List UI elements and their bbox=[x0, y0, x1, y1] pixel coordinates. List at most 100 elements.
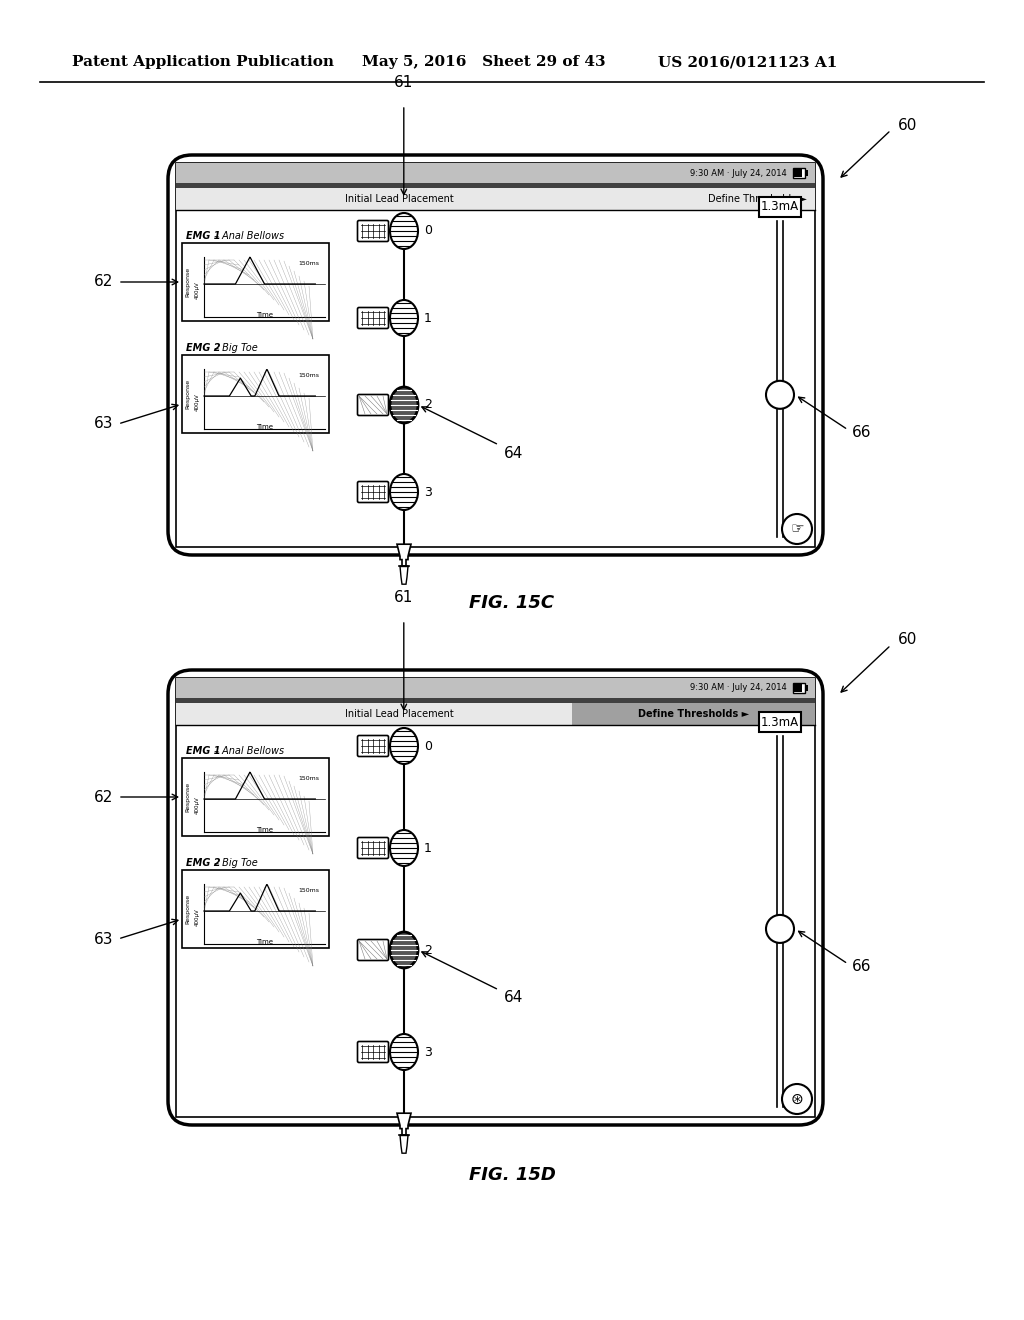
Polygon shape bbox=[397, 544, 411, 566]
Bar bbox=[176, 187, 815, 210]
Bar bbox=[793, 682, 805, 693]
Text: 66: 66 bbox=[852, 425, 871, 441]
Text: Time: Time bbox=[256, 312, 273, 318]
Ellipse shape bbox=[390, 213, 418, 249]
FancyBboxPatch shape bbox=[357, 837, 388, 858]
Text: 1.3mA: 1.3mA bbox=[761, 201, 799, 214]
Text: ⊛: ⊛ bbox=[791, 1092, 804, 1106]
Text: 61: 61 bbox=[394, 75, 414, 90]
Circle shape bbox=[766, 380, 794, 409]
Text: 1.3mA: 1.3mA bbox=[761, 715, 799, 729]
Text: 150ms: 150ms bbox=[298, 374, 318, 378]
Bar bbox=[182, 870, 329, 948]
Text: 63: 63 bbox=[93, 417, 113, 432]
Text: 400μV: 400μV bbox=[195, 796, 200, 814]
Bar bbox=[176, 678, 815, 698]
Ellipse shape bbox=[390, 1034, 418, 1071]
Bar bbox=[805, 170, 808, 176]
Text: 60: 60 bbox=[898, 632, 918, 648]
Text: – Anal Bellows: – Anal Bellows bbox=[211, 231, 284, 242]
Text: ☞: ☞ bbox=[791, 521, 804, 536]
Text: Initial Lead Placement: Initial Lead Placement bbox=[345, 194, 454, 205]
Bar bbox=[176, 678, 815, 1117]
Bar bbox=[759, 197, 801, 216]
Ellipse shape bbox=[390, 932, 418, 968]
Polygon shape bbox=[397, 1113, 411, 1135]
Polygon shape bbox=[400, 1135, 408, 1154]
FancyBboxPatch shape bbox=[357, 220, 388, 242]
Text: Define Thresholds ►: Define Thresholds ► bbox=[709, 194, 807, 205]
Text: 150ms: 150ms bbox=[298, 888, 318, 894]
Text: 150ms: 150ms bbox=[298, 261, 318, 267]
Text: 1: 1 bbox=[424, 842, 432, 854]
Text: 60: 60 bbox=[898, 117, 918, 132]
Bar bbox=[572, 704, 815, 725]
Circle shape bbox=[782, 1084, 812, 1114]
FancyBboxPatch shape bbox=[357, 940, 388, 961]
Text: 400μV: 400μV bbox=[195, 908, 200, 925]
Text: Time: Time bbox=[256, 939, 273, 945]
Text: 64: 64 bbox=[504, 990, 523, 1006]
Text: 400μV: 400μV bbox=[195, 281, 200, 298]
FancyBboxPatch shape bbox=[357, 308, 388, 329]
Text: Response: Response bbox=[185, 267, 190, 297]
Text: Response: Response bbox=[185, 379, 190, 409]
Bar bbox=[176, 162, 815, 183]
Text: 64: 64 bbox=[504, 446, 523, 461]
FancyBboxPatch shape bbox=[357, 1041, 388, 1063]
Ellipse shape bbox=[390, 729, 418, 764]
FancyBboxPatch shape bbox=[168, 154, 823, 554]
Text: Time: Time bbox=[256, 424, 273, 430]
Text: 0: 0 bbox=[424, 739, 432, 752]
Text: Response: Response bbox=[185, 894, 190, 924]
Text: Response: Response bbox=[185, 781, 190, 812]
Bar bbox=[759, 711, 801, 733]
Text: 3: 3 bbox=[424, 1045, 432, 1059]
Ellipse shape bbox=[390, 830, 418, 866]
FancyBboxPatch shape bbox=[357, 395, 388, 416]
Text: 62: 62 bbox=[93, 789, 113, 804]
FancyBboxPatch shape bbox=[168, 671, 823, 1125]
Text: Patent Application Publication: Patent Application Publication bbox=[72, 55, 334, 69]
Text: – Anal Bellows: – Anal Bellows bbox=[211, 746, 284, 756]
Text: Time: Time bbox=[256, 828, 273, 833]
Text: – Big Toe: – Big Toe bbox=[211, 343, 258, 352]
Text: 0: 0 bbox=[424, 224, 432, 238]
Text: – Big Toe: – Big Toe bbox=[211, 858, 258, 869]
Text: Define Thresholds ►: Define Thresholds ► bbox=[638, 709, 750, 719]
Circle shape bbox=[766, 915, 794, 942]
Text: EMG 2: EMG 2 bbox=[186, 858, 220, 869]
Text: EMG 1: EMG 1 bbox=[186, 746, 220, 756]
Bar bbox=[176, 183, 815, 187]
Text: EMG 2: EMG 2 bbox=[186, 343, 220, 352]
Text: 63: 63 bbox=[93, 932, 113, 946]
FancyBboxPatch shape bbox=[357, 482, 388, 503]
Bar bbox=[182, 758, 329, 836]
Text: 400μV: 400μV bbox=[195, 393, 200, 411]
Bar bbox=[794, 169, 802, 177]
Text: 9:30 AM · July 24, 2014: 9:30 AM · July 24, 2014 bbox=[690, 684, 787, 693]
Bar bbox=[176, 162, 815, 546]
Text: 2: 2 bbox=[424, 399, 432, 412]
Text: May 5, 2016   Sheet 29 of 43: May 5, 2016 Sheet 29 of 43 bbox=[362, 55, 605, 69]
Bar bbox=[176, 704, 815, 725]
Text: 2: 2 bbox=[424, 944, 432, 957]
Text: 9:30 AM · July 24, 2014: 9:30 AM · July 24, 2014 bbox=[690, 169, 787, 177]
Ellipse shape bbox=[390, 474, 418, 510]
Text: Initial Lead Placement: Initial Lead Placement bbox=[345, 709, 454, 719]
Bar bbox=[794, 684, 802, 692]
Text: 62: 62 bbox=[93, 275, 113, 289]
Text: 3: 3 bbox=[424, 486, 432, 499]
Bar bbox=[805, 685, 808, 690]
Text: 1: 1 bbox=[424, 312, 432, 325]
Bar bbox=[176, 698, 815, 704]
Text: FIG. 15C: FIG. 15C bbox=[469, 594, 555, 612]
Text: FIG. 15D: FIG. 15D bbox=[469, 1166, 555, 1184]
Bar bbox=[182, 243, 329, 321]
Bar bbox=[182, 355, 329, 433]
Text: 150ms: 150ms bbox=[298, 776, 318, 781]
Bar bbox=[793, 168, 805, 178]
Text: US 2016/0121123 A1: US 2016/0121123 A1 bbox=[658, 55, 838, 69]
Ellipse shape bbox=[390, 387, 418, 422]
Text: 66: 66 bbox=[852, 960, 871, 974]
